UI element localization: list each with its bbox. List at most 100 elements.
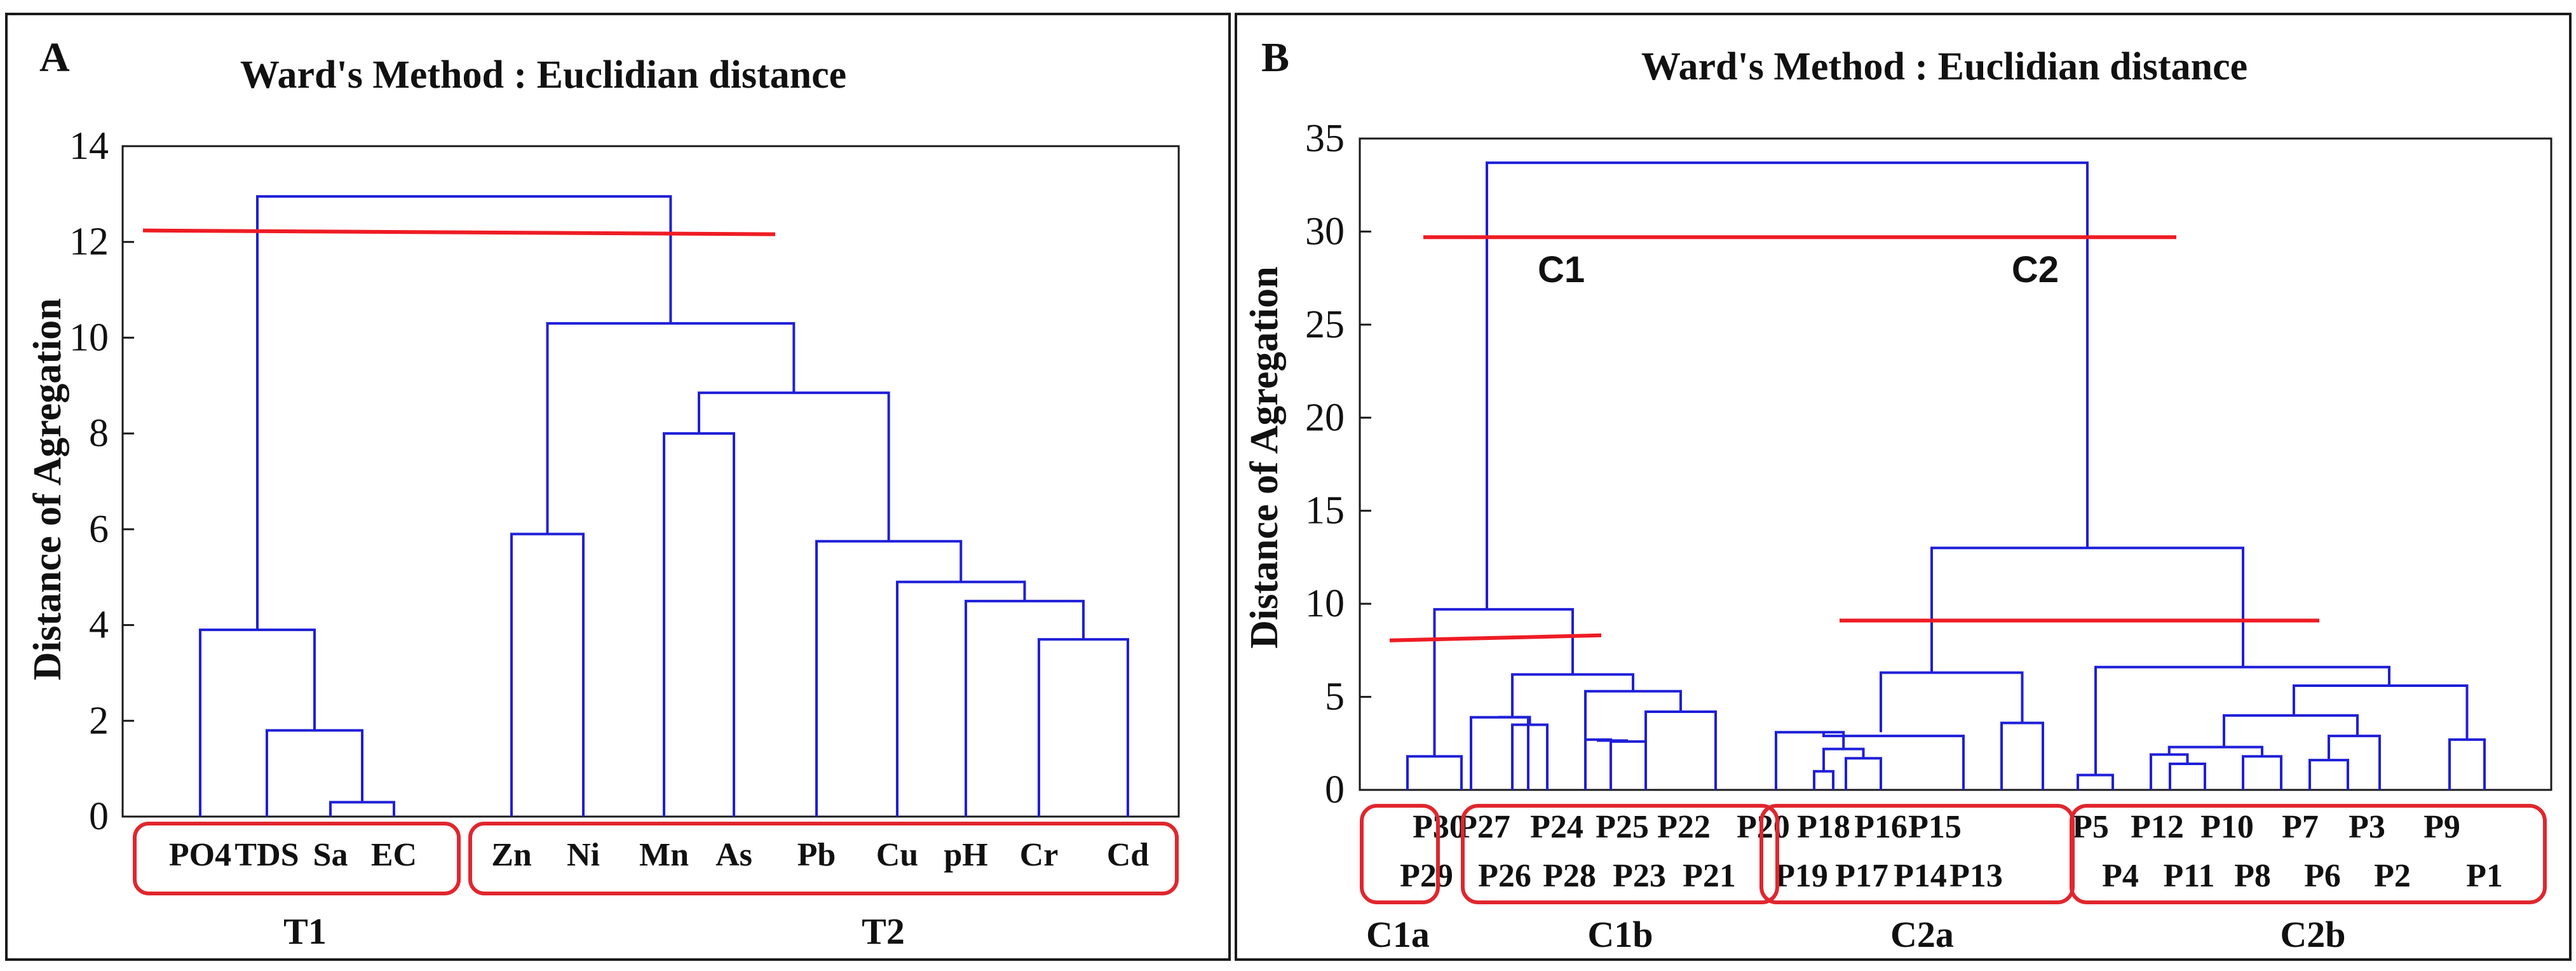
- dendrogram-link: [698, 391, 890, 541]
- leaf-label: TDS: [234, 837, 299, 873]
- dendrogram-link: [1822, 747, 1865, 771]
- dendrogram-link: [256, 195, 672, 630]
- dendrogram-link: [1880, 671, 2024, 733]
- panel-b-y-ticks: 0 5 10 15 20 25 30 35: [1305, 117, 1371, 811]
- y-tick-label: 6: [89, 508, 109, 551]
- dendrogram-link: [2242, 755, 2282, 790]
- dendrogram-link: [1845, 757, 1882, 790]
- panel-a-plot-area: [121, 145, 1180, 818]
- dendrogram-link: [1775, 731, 1845, 790]
- panel-b-title: Ward's Method : Euclidian distance: [1641, 45, 2247, 88]
- dendrogram-link: [1498, 716, 1531, 725]
- panel-b-frame: [1235, 13, 2572, 961]
- cut-line: [142, 228, 776, 236]
- dendrogram-link: [1038, 638, 1129, 817]
- leaf-label: P29: [1400, 858, 1453, 894]
- dendrogram-link: [1406, 755, 1463, 790]
- dendrogram-link: [663, 432, 735, 817]
- panel-b-cut-lines: [1389, 235, 2319, 642]
- leaf-label: Mn: [639, 837, 689, 873]
- leaf-label: P6: [2304, 858, 2341, 894]
- leaf-label: P7: [2282, 809, 2319, 845]
- leaf-label: P10: [2200, 809, 2254, 845]
- leaf-label: P28: [1543, 858, 1596, 894]
- panel-a-cut-lines: [142, 228, 776, 236]
- dendrogram-link: [2167, 745, 2263, 757]
- panel-a-dendrogram: [199, 195, 1129, 817]
- y-tick-label: 15: [1305, 489, 1345, 533]
- panel-a-y-ticks: 0 2 4 6 8 10 12 14: [69, 125, 134, 838]
- dendrogram-link: [329, 801, 395, 817]
- panel-a-groups: T1 T2: [133, 822, 1179, 952]
- y-tick-label: 4: [89, 604, 109, 647]
- leaf-label: Cd: [1107, 837, 1149, 873]
- y-tick-label: 5: [1325, 676, 1345, 719]
- leaf-label: P17: [1835, 858, 1888, 894]
- dendrogram-link: [199, 628, 316, 817]
- dendrogram-link: [1511, 673, 1634, 717]
- dendrogram-link: [2000, 721, 2044, 790]
- leaf-label: P8: [2234, 858, 2271, 894]
- dendrogram-link: [1930, 547, 2244, 673]
- leaf-label: P18: [1797, 809, 1850, 845]
- dendrogram-link: [1433, 608, 1574, 757]
- cluster-label-c1: C1: [1538, 249, 1585, 290]
- cluster-label-c2: C2: [2012, 249, 2059, 290]
- dendrogram-link: [2169, 763, 2206, 790]
- group-label: C2b: [2280, 914, 2345, 955]
- leaf-label: Cu: [876, 837, 918, 873]
- dendrogram-link: [1610, 740, 1647, 790]
- dendrogram-link: [1597, 739, 1628, 742]
- panel-b-letter: B: [1261, 34, 1289, 81]
- dendrogram-link: [2077, 773, 2114, 790]
- leaf-label: EC: [371, 837, 417, 873]
- group-box: [1360, 804, 1440, 904]
- leaf-label: P24: [1530, 809, 1583, 845]
- dendrogram-link: [1822, 732, 1965, 790]
- y-tick-label: 35: [1305, 117, 1345, 160]
- leaf-label: P12: [2131, 809, 2184, 845]
- group-label: T2: [862, 911, 905, 952]
- leaf-label: P1: [2466, 858, 2503, 894]
- dendrogram-link: [1486, 161, 2089, 609]
- leaf-label: P13: [1949, 858, 2003, 894]
- dendrogram-link: [2308, 759, 2349, 790]
- panel-a-title: Ward's Method : Euclidian distance: [240, 53, 846, 97]
- dendrogram-link: [896, 580, 1026, 817]
- y-tick-label: 20: [1305, 396, 1345, 439]
- leaf-label: Ni: [567, 837, 600, 873]
- leaf-label: P4: [2102, 858, 2139, 894]
- panel-a-y-axis-label: Distance of Agregation: [26, 298, 69, 681]
- y-tick-label: 10: [69, 316, 109, 359]
- leaf-label: Sa: [313, 837, 348, 873]
- y-tick-label: 25: [1305, 303, 1345, 346]
- cut-line: [1389, 633, 1602, 642]
- y-tick-label: 0: [89, 795, 109, 838]
- y-tick-label: 0: [1325, 768, 1345, 811]
- group-label: C1b: [1587, 914, 1653, 955]
- panel-b-plot-area: [1359, 137, 2552, 791]
- leaf-label: P26: [1478, 858, 1531, 894]
- dendrogram-link: [1584, 689, 1682, 740]
- group-box: [133, 822, 461, 895]
- group-box: [468, 822, 1179, 895]
- dendrogram-link: [1511, 723, 1549, 790]
- leaf-label: P21: [1683, 858, 1736, 894]
- leaf-label: P2: [2374, 858, 2411, 894]
- leaf-label: pH: [944, 837, 987, 873]
- group-label: C2a: [1890, 914, 1954, 955]
- leaf-label: P5: [2072, 809, 2109, 845]
- y-tick-label: 30: [1305, 210, 1345, 253]
- leaf-label: Pb: [797, 837, 836, 873]
- leaf-label: Zn: [491, 837, 532, 873]
- panel-b-y-axis-label: Distance of Agregation: [1243, 266, 1286, 649]
- panel-a-frame: [5, 13, 1231, 961]
- group-label: T1: [283, 911, 327, 952]
- leaf-label: P19: [1775, 858, 1828, 894]
- dendrogram-link: [1470, 716, 1529, 790]
- dendrogram-link: [266, 729, 363, 817]
- leaf-label: P15: [1908, 809, 1962, 845]
- leaf-label: P22: [1657, 809, 1711, 845]
